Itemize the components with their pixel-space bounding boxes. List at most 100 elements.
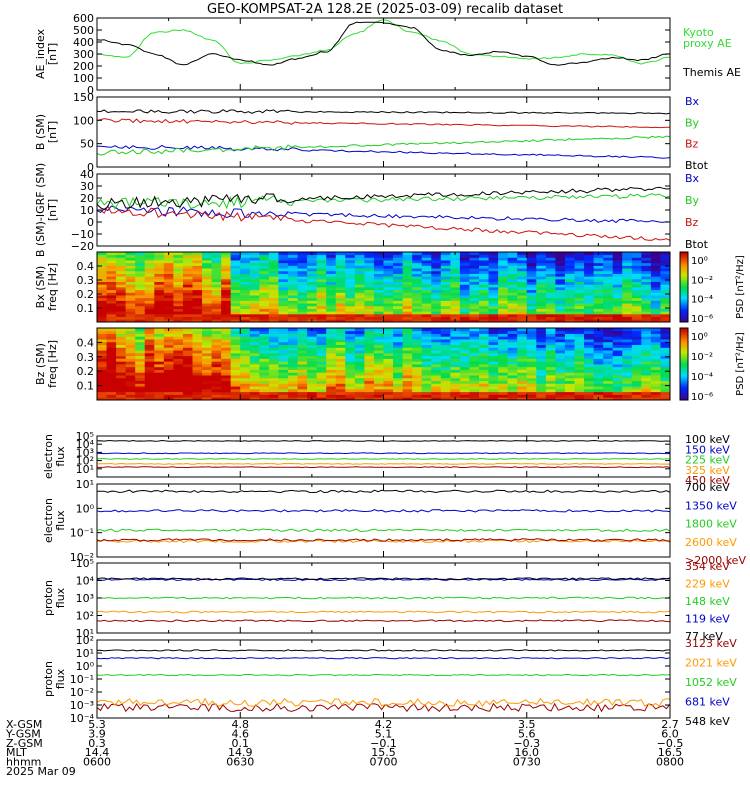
heatmap-cell	[650, 260, 661, 264]
colorbar-step	[680, 382, 688, 385]
heatmap-cell	[240, 260, 251, 264]
heatmap-cell	[479, 270, 489, 274]
heatmap-cell	[507, 295, 518, 299]
heatmap-cell	[440, 394, 451, 398]
heatmap-cell	[555, 391, 566, 395]
heatmap-cell	[526, 260, 537, 264]
heatmap-cell	[469, 262, 480, 266]
heatmap-cell	[106, 265, 117, 269]
ephemeris-value: 0600	[83, 756, 111, 769]
heatmap-cell	[555, 388, 566, 393]
heatmap-cell	[650, 364, 661, 368]
heatmap-cell	[125, 361, 136, 365]
heatmap-cell	[402, 311, 413, 315]
legend-entry: 548 keV	[685, 715, 730, 728]
heatmap-cell	[459, 276, 470, 280]
heatmap-cell	[307, 347, 318, 351]
heatmap-cell	[459, 339, 470, 343]
heatmap-cell	[364, 328, 375, 332]
heatmap-cell	[307, 262, 318, 266]
heatmap-cell	[354, 268, 365, 272]
heatmap-cell	[116, 377, 127, 382]
heatmap-cell	[297, 366, 308, 370]
ephemeris-value: 14.4	[85, 746, 110, 759]
heatmap-cell	[660, 303, 671, 307]
heatmap-cell	[402, 295, 413, 299]
heatmap-cell	[660, 287, 671, 291]
heatmap-cell	[182, 386, 193, 390]
heatmap-cell	[307, 339, 318, 343]
heatmap-cell	[326, 377, 337, 382]
heatmap-cell	[584, 311, 594, 315]
heatmap-cell	[316, 313, 327, 318]
heatmap-cell	[574, 276, 585, 280]
heatmap-cell	[526, 311, 537, 315]
heatmap-cell	[622, 308, 633, 312]
heatmap-cell	[498, 397, 509, 401]
heatmap-cell	[450, 394, 461, 398]
heatmap-cell	[574, 268, 585, 272]
heatmap-cell	[288, 361, 298, 365]
heatmap-cell	[297, 358, 308, 362]
heatmap-cell	[450, 380, 461, 384]
heatmap-cell	[584, 369, 594, 373]
heatmap-cell	[116, 281, 127, 285]
colorbar-step	[680, 308, 688, 311]
heatmap-cell	[479, 254, 489, 258]
heatmap-cell	[154, 313, 165, 318]
heatmap-cell	[230, 300, 241, 304]
heatmap-cell	[278, 297, 289, 301]
heatmap-cell	[230, 305, 241, 309]
heatmap-cell	[488, 341, 499, 346]
heatmap-cell	[412, 397, 423, 401]
heatmap-cell	[469, 372, 480, 376]
heatmap-cell	[421, 319, 432, 323]
heatmap-cell	[278, 268, 289, 272]
heatmap-cell	[154, 383, 165, 387]
heatmap-cell	[192, 397, 203, 401]
heatmap-cell	[450, 383, 461, 387]
heatmap-cell	[545, 265, 556, 269]
heatmap-cell	[622, 341, 633, 346]
heatmap-cell	[249, 262, 260, 266]
heatmap-cell	[593, 311, 604, 315]
heatmap-cell	[135, 369, 146, 373]
heatmap-cell	[364, 308, 375, 312]
heatmap-cell	[211, 292, 222, 296]
heatmap-cell	[660, 341, 671, 346]
heatmap-cell	[507, 262, 518, 266]
heatmap-cell	[479, 295, 489, 299]
heatmap-cell	[288, 375, 298, 379]
heatmap-cell	[526, 364, 537, 368]
heatmap-cell	[106, 347, 117, 351]
heatmap-cell	[192, 386, 203, 390]
heatmap-cell	[650, 278, 661, 283]
heatmap-cell	[555, 377, 566, 382]
heatmap-cell	[631, 336, 642, 340]
heatmap-cell	[173, 287, 184, 291]
heatmap-cell	[564, 341, 575, 346]
heatmap-cell	[517, 292, 528, 296]
heatmap-cell	[316, 265, 327, 269]
heatmap-cell	[326, 361, 337, 365]
heatmap-cell	[192, 369, 203, 373]
heatmap-cell	[230, 364, 241, 368]
heatmap-cell	[593, 292, 604, 296]
heatmap-cell	[459, 333, 470, 337]
heatmap-cell	[268, 295, 279, 299]
heatmap-cell	[154, 372, 165, 376]
heatmap-cell	[507, 273, 518, 277]
series-line	[96, 702, 671, 713]
heatmap-cell	[106, 377, 117, 382]
heatmap-cell	[202, 303, 212, 307]
heatmap-cell	[660, 383, 671, 387]
heatmap-cell	[373, 383, 384, 387]
heatmap-cell	[106, 397, 117, 401]
heatmap-cell	[622, 369, 633, 373]
heatmap-cell	[459, 260, 470, 264]
ephemeris-value: 0800	[656, 756, 684, 769]
heatmap-cell	[354, 311, 365, 315]
heatmap-cell	[622, 350, 633, 354]
heatmap-cell	[259, 319, 270, 323]
heatmap-cell	[249, 369, 260, 373]
